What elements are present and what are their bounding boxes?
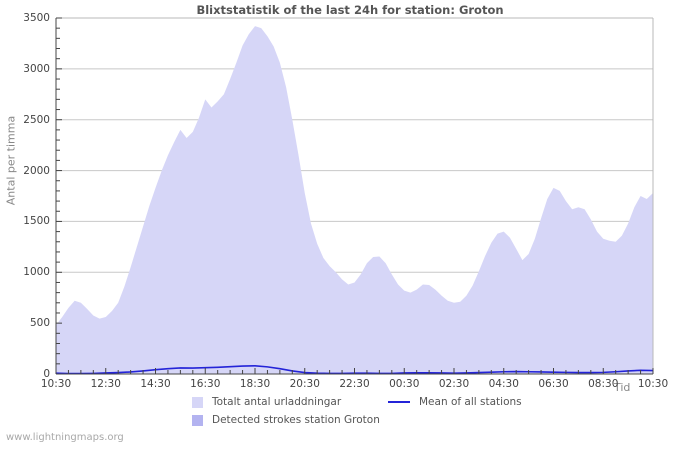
x-axis-tick-4: 18:30 <box>239 378 271 390</box>
y-axis-tick-0: 0 <box>43 368 50 380</box>
y-axis-tick-3500: 3500 <box>23 12 50 24</box>
legend-label-station: Detected strokes station Groton <box>212 414 380 426</box>
y-axis-tick-500: 500 <box>29 317 50 330</box>
y-axis-tick-2000: 2000 <box>23 164 50 177</box>
legend-item-total[interactable]: Totalt antal urladdningar <box>192 394 380 410</box>
y-axis-tick-1500: 1500 <box>23 215 50 228</box>
legend-column-right: Mean of all stations <box>388 394 522 412</box>
x-axis-label: Tid <box>614 381 631 394</box>
chart-title: Blixtstatistik of the last 24h for stati… <box>196 3 504 17</box>
x-axis-tick-11: 08:30 <box>588 378 619 390</box>
legend-column-left: Totalt antal urladdningar Detected strok… <box>192 394 380 430</box>
x-axis-tick-2: 14:30 <box>140 378 171 390</box>
x-axis-tick-1: 12:30 <box>90 378 121 390</box>
legend-label-mean: Mean of all stations <box>419 396 522 408</box>
y-axis-tick-1000: 1000 <box>23 266 50 279</box>
legend-item-station[interactable]: Detected strokes station Groton <box>192 412 380 428</box>
x-axis-tick-10: 06:30 <box>538 378 569 390</box>
legend-swatch-station-icon <box>192 414 203 426</box>
x-axis-tick-9: 04:30 <box>488 378 519 390</box>
x-axis-tick-0: 10:30 <box>40 378 72 390</box>
y-axis-tick-labels: 0 500 1000 1500 2000 2500 3000 3500 <box>0 0 50 450</box>
legend-swatch-total-icon <box>192 396 203 408</box>
x-axis-tick-5: 20:30 <box>289 378 320 390</box>
x-axis-tick-12: 10:30 <box>637 378 669 390</box>
x-axis-tick-6: 22:30 <box>339 378 370 390</box>
x-axis-tick-8: 02:30 <box>438 378 470 390</box>
legend-item-mean[interactable]: Mean of all stations <box>388 394 522 410</box>
legend-line-mean-icon <box>388 401 410 403</box>
legend-label-total: Totalt antal urladdningar <box>212 396 342 408</box>
y-axis-tick-3000: 3000 <box>23 62 50 75</box>
x-axis-tick-7: 00:30 <box>389 378 420 390</box>
site-footer: www.lightningmaps.org <box>6 432 124 443</box>
y-axis-tick-2500: 2500 <box>23 113 50 126</box>
x-axis-tick-3: 16:30 <box>190 378 221 390</box>
